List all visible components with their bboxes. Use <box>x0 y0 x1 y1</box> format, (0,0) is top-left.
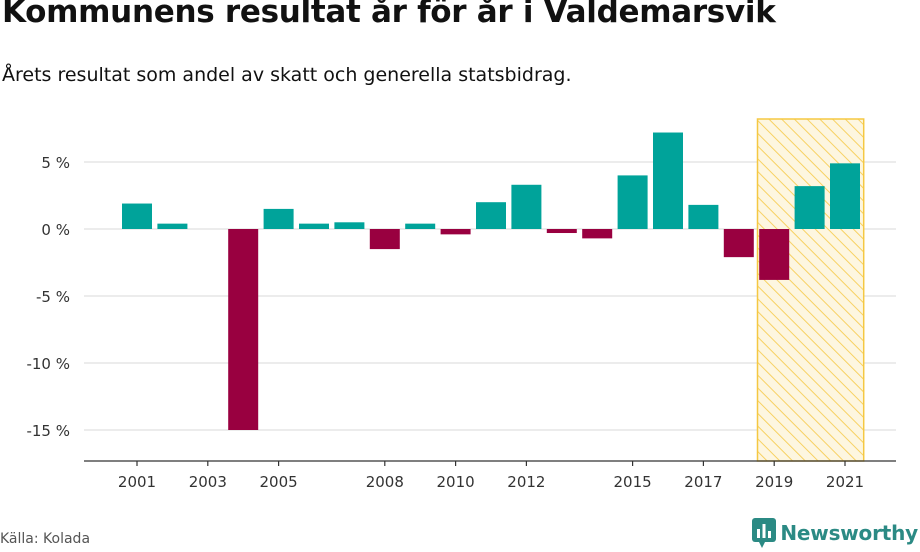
x-tick-label: 2012 <box>507 473 545 491</box>
y-tick-label: -15 % <box>26 422 70 440</box>
y-tick-label: 0 % <box>41 221 70 239</box>
chart-subtitle: Årets resultat som andel av skatt och ge… <box>2 64 572 86</box>
bar-2014 <box>582 229 613 239</box>
bar-2002 <box>157 223 188 229</box>
bar-2012 <box>511 184 542 229</box>
bar-2001 <box>122 203 152 229</box>
bar-2005 <box>263 208 294 229</box>
bar-2015 <box>617 175 648 229</box>
bar-2016 <box>653 132 683 229</box>
bar-2009 <box>405 223 436 229</box>
bar-2011 <box>476 202 506 229</box>
y-tick-label: -5 % <box>36 288 70 306</box>
y-tick-label: -10 % <box>26 355 70 373</box>
bars <box>122 132 860 430</box>
bar-2021 <box>830 163 860 229</box>
bar-2018 <box>723 229 754 258</box>
bar-2006 <box>299 223 329 229</box>
y-tick-label: 5 % <box>41 154 70 172</box>
brand-name: Newsworthy <box>780 521 918 545</box>
brand-logo: Newsworthy <box>752 518 918 548</box>
bar-2020 <box>794 186 825 229</box>
x-tick-label: 2015 <box>614 473 652 491</box>
x-axis-labels: 2001 2003 2005 2008 2010 2012 2015 2017 2019 2021 <box>118 461 864 491</box>
source-note: Källa: Kolada <box>0 531 91 547</box>
newsworthy-logo-icon <box>752 518 777 548</box>
x-tick-label: 2005 <box>260 473 298 491</box>
bar-2013 <box>546 229 577 234</box>
bar-2019 <box>759 229 790 280</box>
x-tick-label: 2017 <box>684 473 722 491</box>
bar-2008 <box>369 229 400 250</box>
x-tick-label: 2019 <box>755 473 793 491</box>
bar-2007 <box>334 222 365 229</box>
x-tick-label: 2008 <box>366 473 404 491</box>
chart-title: Kommunens resultat år för år i Valdemars… <box>2 0 776 30</box>
bar-2017 <box>688 204 719 229</box>
x-tick-label: 2021 <box>826 473 864 491</box>
y-axis-labels: 5 % 0 % -5 % -10 % -15 % <box>26 154 70 440</box>
bar-2004 <box>228 229 259 430</box>
x-tick-label: 2010 <box>437 473 475 491</box>
bar-2010 <box>440 229 471 235</box>
x-tick-label: 2003 <box>189 473 227 491</box>
x-tick-label: 2001 <box>118 473 156 491</box>
